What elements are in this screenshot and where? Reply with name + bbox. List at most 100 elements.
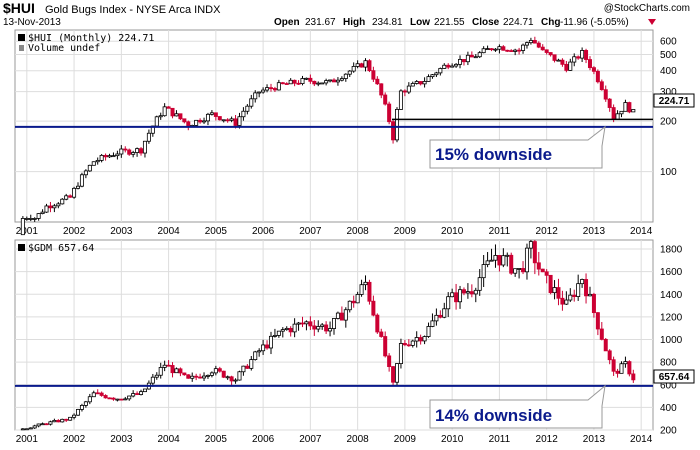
gdm-candle	[375, 313, 380, 334]
gdm-candle	[580, 278, 585, 288]
gdm-candle	[599, 322, 604, 341]
gdm-y-tick-label: 200	[660, 426, 677, 437]
hui-candle	[99, 153, 104, 163]
hui-candle	[178, 113, 183, 121]
gdm-candle	[178, 367, 183, 377]
gdm-candle	[489, 248, 494, 262]
hui-y-tick-label: 600	[660, 37, 677, 48]
hui-candle	[253, 90, 258, 103]
hui-candle	[320, 82, 325, 85]
gdm-x-tick-label: 2004	[157, 434, 180, 445]
ohlc-readout: Open 231.67 High 234.81 Low 221.55 Close…	[274, 17, 656, 28]
hui-candle	[619, 110, 624, 118]
hui-candle	[198, 118, 203, 124]
hui-candle	[536, 41, 541, 49]
gdm-candle	[316, 320, 321, 333]
hui-candle	[347, 70, 352, 77]
hui-candle	[517, 47, 522, 55]
hui-candle	[509, 49, 514, 52]
hui-candle	[241, 107, 246, 121]
gdm-x-tick-label: 2011	[489, 434, 511, 445]
gdm-candle	[261, 339, 266, 355]
hui-candle	[505, 49, 510, 53]
gdm-candle	[532, 240, 537, 275]
hui-candle	[123, 146, 128, 153]
gdm-x-tick-label: 2007	[299, 434, 322, 445]
gdm-x-tick-label: 2005	[205, 434, 228, 445]
hui-candle	[32, 217, 37, 222]
gdm-candle	[544, 269, 549, 284]
hui-candle	[202, 117, 207, 124]
gdm-y-tick-label: 1400	[660, 290, 683, 301]
gdm-candle	[438, 310, 443, 319]
hui-candle	[595, 69, 600, 84]
gdm-candle	[280, 327, 285, 338]
hui-x-tick-label: 2008	[347, 226, 370, 237]
hui-candle	[528, 37, 533, 45]
gdm-candle	[111, 397, 116, 401]
gdm-candle	[52, 418, 57, 423]
hui-y-tick-label: 300	[660, 87, 677, 98]
hui-candle	[119, 145, 124, 158]
hui-candle	[139, 147, 144, 156]
gdm-candle	[387, 353, 392, 372]
hui-candle	[387, 101, 392, 125]
hui-candle	[430, 74, 435, 79]
gdm-candle	[237, 370, 242, 381]
gdm-candle	[359, 279, 364, 297]
hui-candle	[465, 51, 470, 66]
hui-candle	[316, 81, 321, 87]
hui-callout: 15% downside	[429, 125, 606, 169]
gdm-candle	[324, 321, 329, 334]
open-label: Open	[274, 17, 300, 28]
gdm-candle	[32, 424, 37, 429]
hui-candle	[477, 51, 482, 59]
gdm-candle	[268, 331, 273, 355]
gdm-candle	[414, 331, 419, 348]
gdm-candle	[509, 252, 514, 275]
gdm-candle	[131, 390, 136, 398]
gdm-candle	[371, 295, 376, 317]
hui-candle	[328, 79, 333, 83]
gdm-candle	[402, 340, 407, 347]
hui-candle	[521, 43, 526, 54]
hui-candle	[501, 45, 506, 51]
gdm-candle	[469, 284, 474, 298]
gdm-candle	[481, 254, 486, 288]
gdm-last-value: 657.64	[659, 372, 690, 383]
gdm-candle	[430, 313, 435, 328]
hui-candle	[135, 147, 140, 157]
hui-candle	[103, 153, 108, 161]
hui-candle	[265, 84, 270, 93]
hui-y-tick-label: 100	[660, 167, 677, 178]
gdm-candle	[485, 252, 490, 268]
hui-candle	[131, 150, 136, 158]
gdm-candle	[123, 396, 128, 401]
gdm-candle	[241, 365, 246, 376]
close-label: Close	[472, 17, 500, 28]
gdm-candle	[48, 420, 53, 426]
gdm-candle	[521, 261, 526, 275]
gdm-candle	[548, 274, 553, 295]
gdm-candle	[568, 288, 573, 303]
hui-candle	[572, 53, 577, 67]
hui-legend: $HUI (Monthly) 224.71	[28, 33, 154, 44]
hui-candle	[272, 86, 277, 93]
gdm-candle	[631, 369, 636, 383]
hui-candle	[249, 94, 254, 109]
header-symbol: $HUI	[3, 0, 35, 16]
hui-candle	[292, 79, 297, 87]
chg-value: -11.96 (-5.05%)	[560, 17, 629, 28]
gdm-candle	[595, 312, 600, 336]
hui-candle	[450, 63, 455, 68]
gdm-candle	[335, 311, 340, 320]
gdm-candle	[24, 428, 29, 431]
gdm-candle	[284, 326, 289, 331]
hui-candle	[257, 91, 262, 98]
gdm-candle	[619, 361, 624, 374]
hui-x-ticks: 2001 2002 2003 2004 2005 2006 2007 2008 2009 2010…	[16, 226, 653, 237]
gdm-candle	[202, 372, 207, 381]
gdm-annotation: 14% downside	[435, 406, 552, 425]
